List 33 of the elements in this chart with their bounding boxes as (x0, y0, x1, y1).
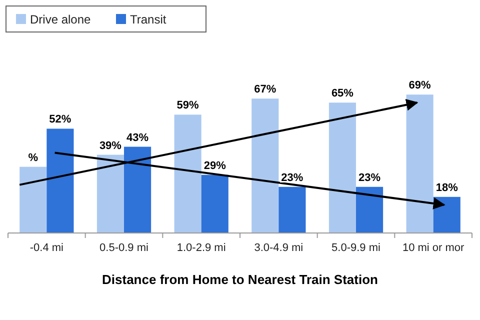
bar (96, 154, 124, 233)
data-label: 39% (99, 140, 122, 152)
x-tick-label: 0.5-0.9 mi (100, 242, 148, 254)
data-label: 59% (176, 100, 200, 112)
bar (328, 102, 356, 233)
legend-label: Transit (130, 12, 167, 26)
data-label: 65% (331, 88, 354, 100)
data-label: 67% (254, 84, 276, 96)
legend-label: Drive alone (30, 12, 92, 26)
bar (278, 186, 306, 233)
bar (406, 94, 434, 233)
bar (252, 98, 279, 233)
x-tick-label: -0.4 mi (30, 242, 64, 254)
data-label: 23% (358, 172, 381, 184)
x-tick-label: 1.0-2.9 mi (176, 242, 226, 254)
bar (20, 166, 47, 233)
data-label: 43% (126, 132, 149, 144)
x-tick-label: 5.0-9.9 mi (332, 242, 380, 254)
bar (356, 186, 384, 233)
data-label: 29% (204, 160, 226, 172)
x-tick-label: 3.0-4.9 mi (254, 242, 304, 254)
bar (46, 128, 74, 233)
bar (124, 146, 152, 233)
x-axis-title: Distance from Home to Nearest Train Station (102, 272, 378, 287)
data-label: % (28, 152, 38, 164)
data-label: 23% (281, 172, 304, 184)
data-label: 52% (49, 114, 72, 126)
bar (174, 114, 202, 233)
bar (201, 174, 228, 233)
data-label: 69% (408, 80, 432, 92)
data-label: 18% (436, 182, 458, 194)
bar (433, 196, 460, 233)
x-tick-label: 10 mi or mor (402, 242, 465, 254)
